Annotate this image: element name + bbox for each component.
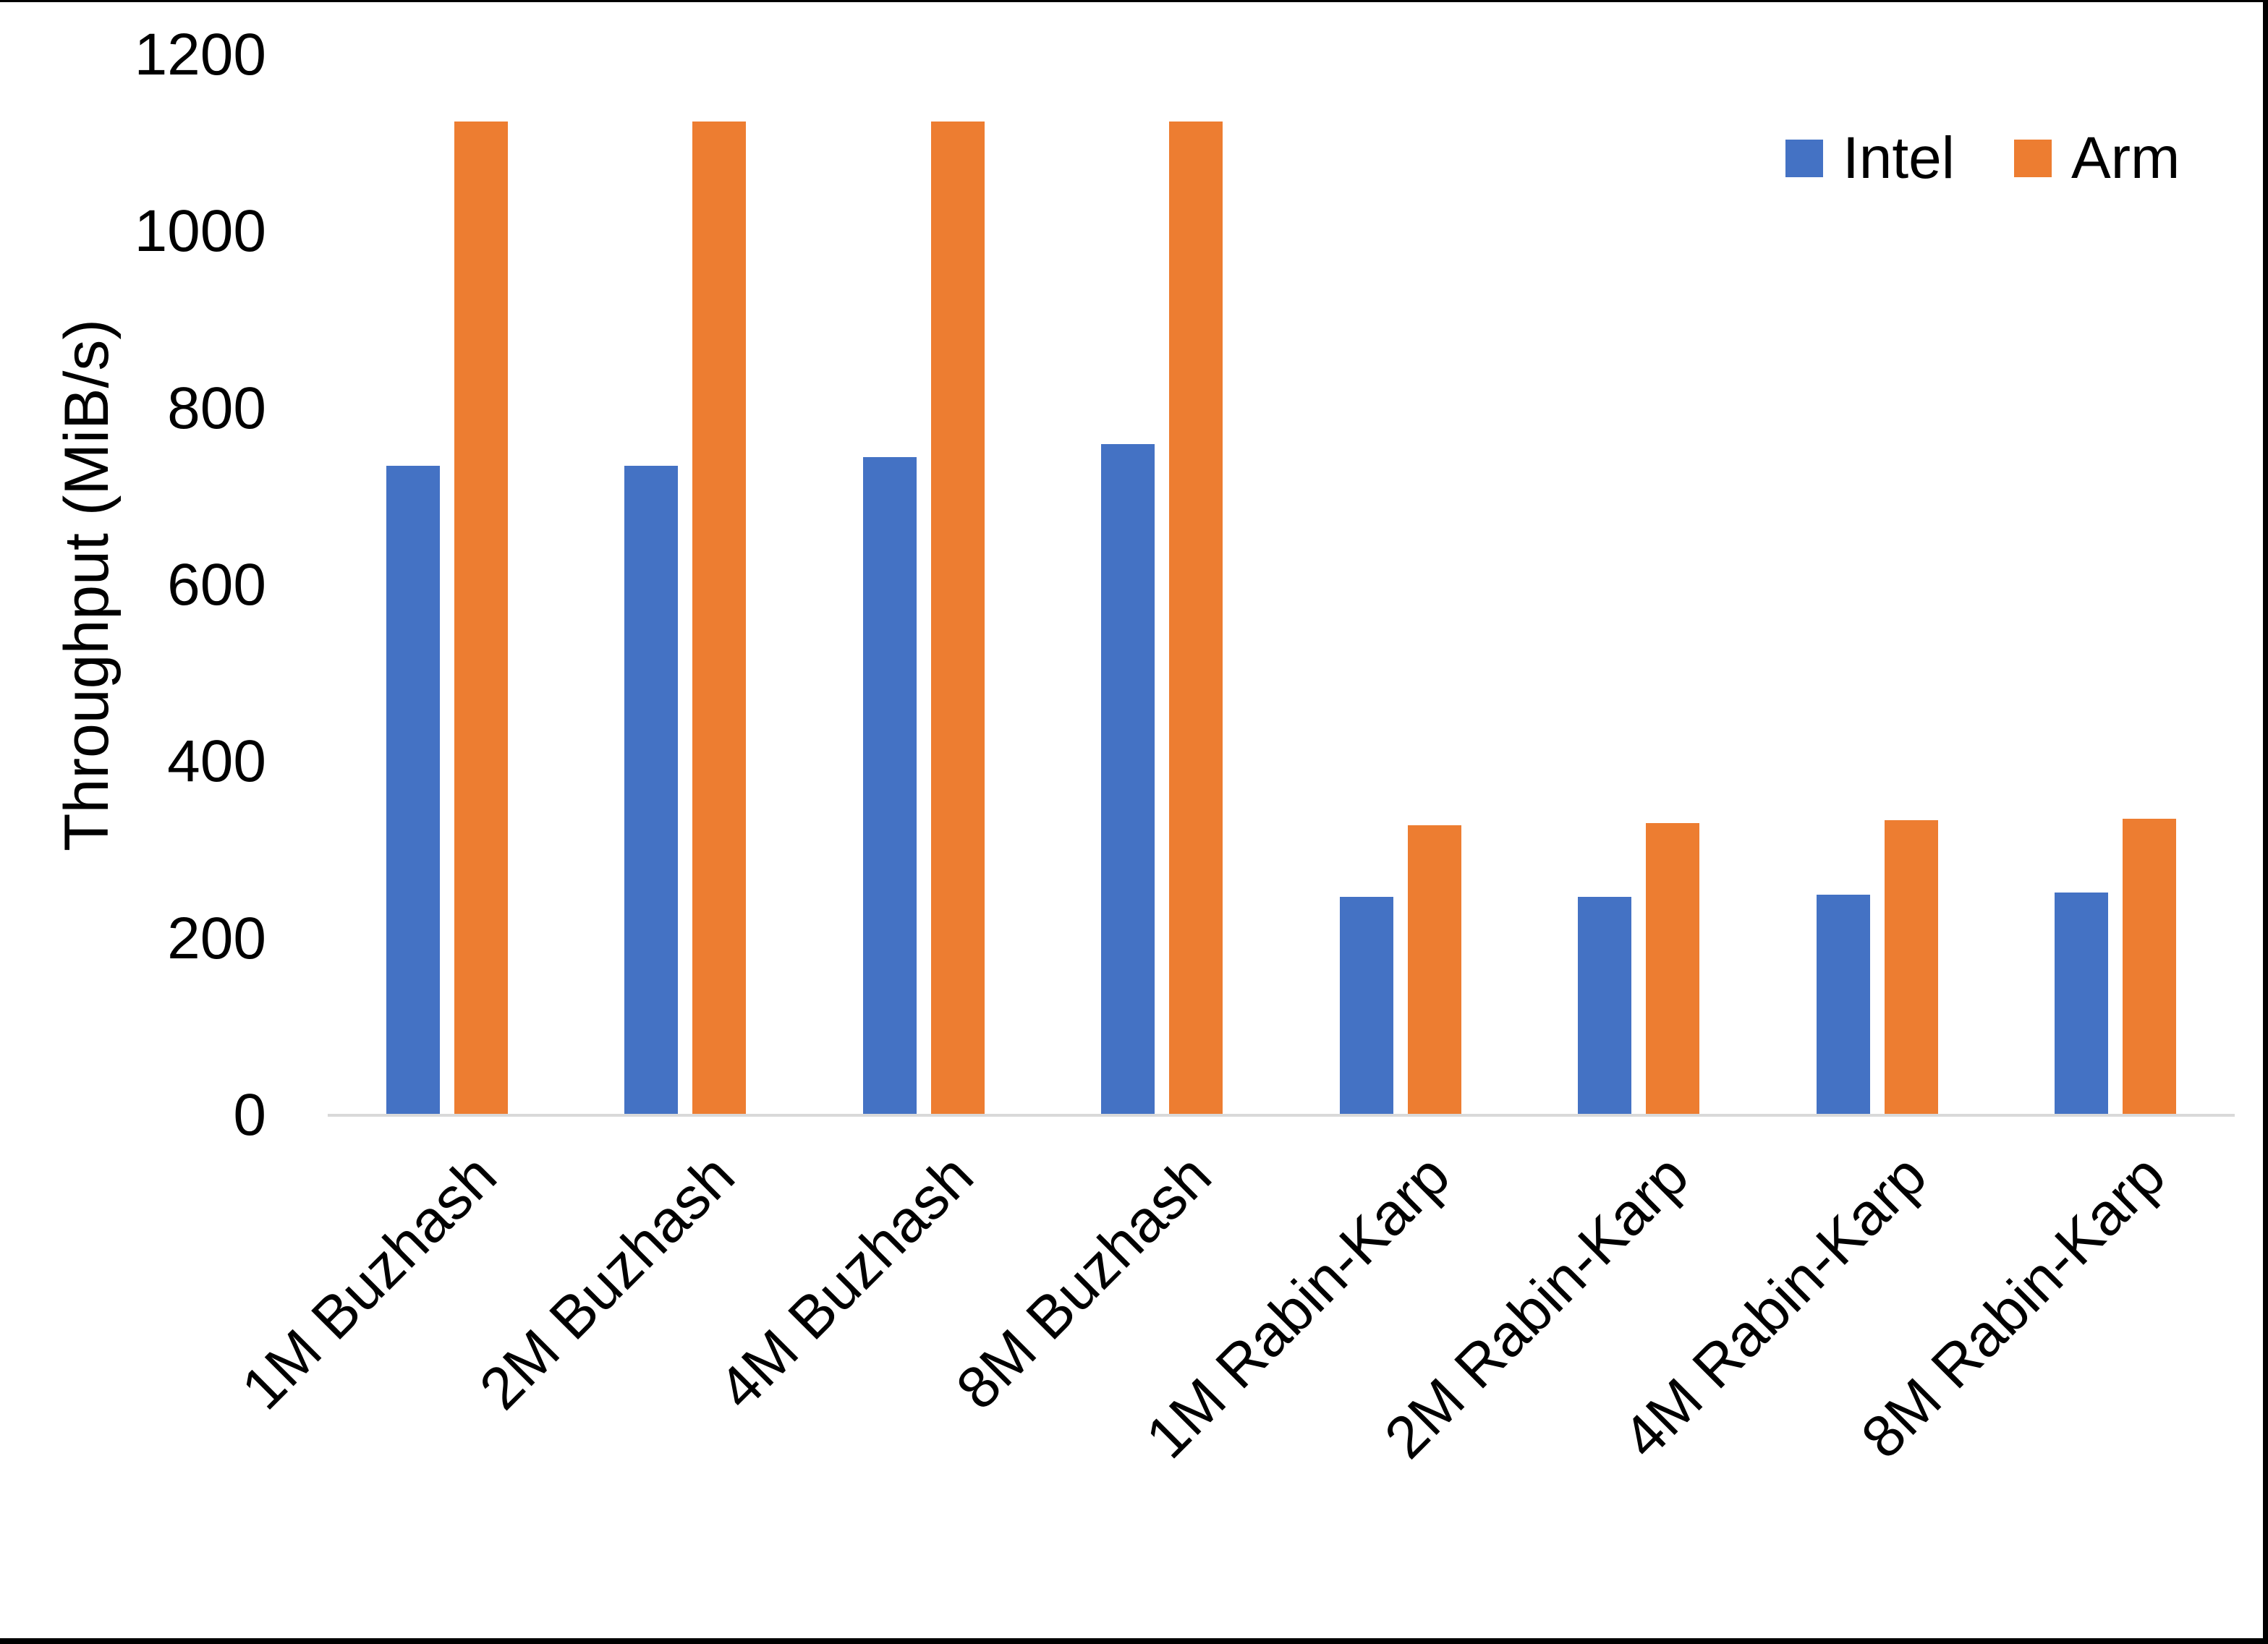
bar-arm-4m-buzhash: [930, 121, 985, 1115]
bar-arm-8m-buzhash: [1169, 121, 1223, 1115]
bar-arm-1m-rabin-karp: [1407, 825, 1461, 1115]
y-tick-label-200: 200: [167, 905, 266, 971]
bar-intel-4m-buzhash: [862, 456, 917, 1115]
x-axis-line: [327, 1114, 2235, 1117]
bar-intel-8m-buzhash: [1101, 443, 1155, 1115]
bar-intel-2m-rabin-karp: [1578, 897, 1631, 1115]
legend-swatch-intel: [1785, 140, 1823, 177]
bar-intel-1m-rabin-karp: [1339, 897, 1393, 1115]
legend-label-intel: Intel: [1843, 125, 1955, 191]
bar-arm-8m-rabin-karp: [2123, 818, 2176, 1115]
y-tick-label-400: 400: [167, 728, 266, 795]
y-tick-label-600: 600: [167, 552, 266, 618]
legend: Intel Arm: [1785, 129, 2180, 188]
right-border: [2263, 0, 2268, 1644]
bar-arm-2m-buzhash: [692, 121, 746, 1115]
bar-intel-1m-buzhash: [386, 466, 440, 1115]
y-tick-label-1200: 1200: [134, 22, 266, 88]
x-tick-label-2m-buzhash: 2M Buzhash: [467, 1142, 747, 1423]
legend-item-arm: Arm: [2014, 129, 2180, 188]
bar-intel-2m-buzhash: [624, 466, 678, 1115]
bar-arm-4m-rabin-karp: [1884, 819, 1938, 1115]
legend-item-intel: Intel: [1785, 129, 1955, 188]
x-tick-label-1m-buzhash: 1M Buzhash: [229, 1142, 509, 1423]
bar-arm-1m-buzhash: [454, 121, 508, 1115]
y-tick-label-800: 800: [167, 375, 266, 441]
bar-intel-8m-rabin-karp: [2055, 893, 2108, 1115]
bottom-border: [0, 1638, 2268, 1644]
y-tick-label-0: 0: [233, 1082, 266, 1148]
bar-intel-4m-rabin-karp: [1816, 894, 1870, 1115]
top-border: [0, 0, 2268, 2]
bar-arm-2m-rabin-karp: [1646, 822, 1699, 1115]
legend-label-arm: Arm: [2071, 125, 2180, 191]
x-tick-label-4m-buzhash: 4M Buzhash: [705, 1142, 986, 1423]
legend-swatch-arm: [2014, 140, 2052, 177]
y-tick-label-1000: 1000: [134, 198, 266, 265]
